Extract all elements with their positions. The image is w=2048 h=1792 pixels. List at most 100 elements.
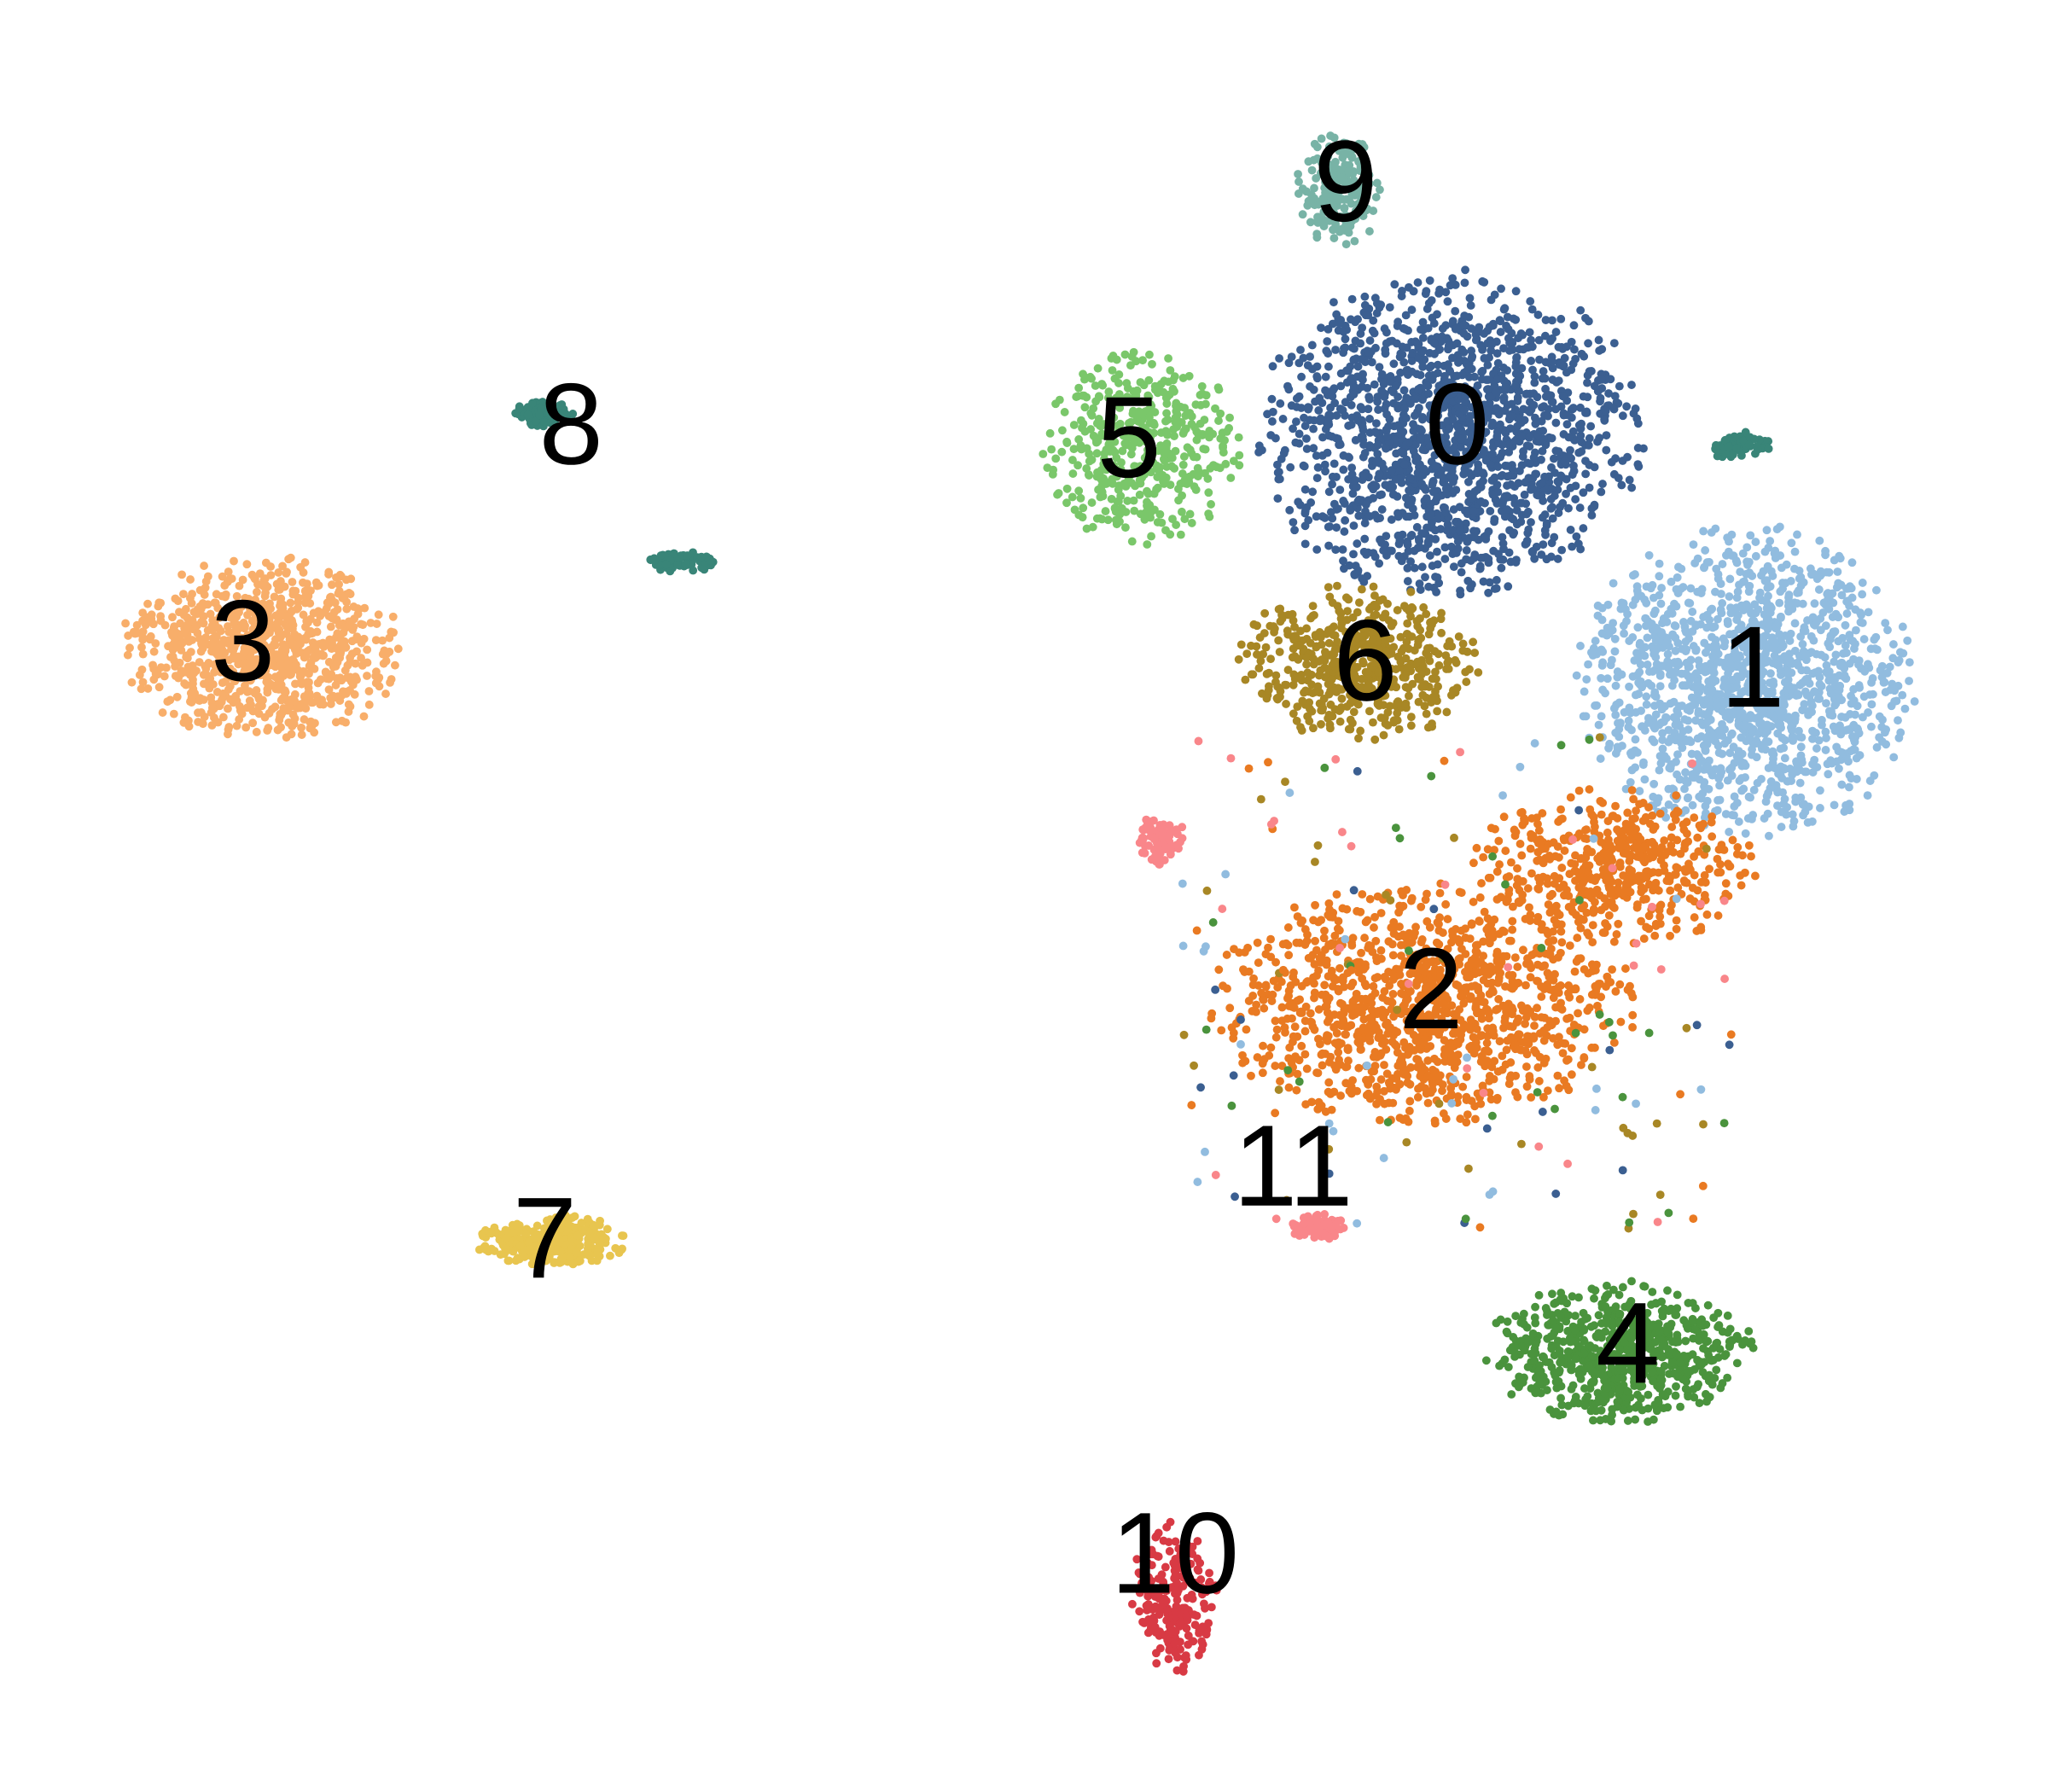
cell-point <box>1784 656 1794 666</box>
cell-point <box>1587 875 1597 884</box>
cell-point <box>1847 558 1857 567</box>
cell-point <box>1615 980 1625 989</box>
cell-point <box>1450 443 1459 452</box>
cell-point <box>1737 881 1746 890</box>
cell-point <box>1558 814 1567 823</box>
cell-point <box>1344 1056 1353 1065</box>
cell-point <box>1830 676 1839 684</box>
cell-point <box>1504 548 1514 557</box>
cell-point <box>1788 732 1797 741</box>
cell-point <box>1741 829 1750 838</box>
cell-point <box>1356 907 1365 916</box>
cell-point <box>1443 297 1452 306</box>
cell-point <box>1620 629 1629 638</box>
cell-point <box>1686 865 1695 875</box>
cell-point <box>1597 375 1606 384</box>
cell-point <box>1326 508 1335 517</box>
cell-point <box>1900 704 1910 713</box>
cell-point <box>1389 490 1399 499</box>
cell-point <box>1842 609 1852 618</box>
cell-point <box>1467 403 1476 412</box>
cell-point <box>1502 951 1511 961</box>
cell-point <box>1551 446 1561 456</box>
cell-point <box>1461 265 1470 275</box>
cell-point <box>1403 1078 1412 1087</box>
cell-point <box>1833 567 1842 576</box>
cell-point <box>1522 1062 1531 1071</box>
cell-point <box>1379 546 1388 555</box>
cell-point <box>1289 968 1298 977</box>
cell-point <box>1418 317 1428 327</box>
points-layer <box>121 131 1919 1676</box>
cell-point <box>1471 430 1480 439</box>
cell-point <box>1626 981 1634 991</box>
cell-point <box>1889 753 1899 762</box>
cell-point <box>1435 888 1445 898</box>
cell-point <box>1484 588 1493 597</box>
cell-point <box>1417 347 1427 357</box>
cell-point <box>1632 690 1640 700</box>
cell-point <box>1820 653 1830 662</box>
cell-point <box>1302 445 1312 453</box>
cell-point <box>1492 584 1501 593</box>
cell-point <box>1748 750 1756 759</box>
cell-point <box>1382 339 1391 348</box>
cell-point <box>1657 628 1667 637</box>
cell-point <box>1460 405 1469 415</box>
cell-point <box>1296 346 1305 354</box>
cell-point <box>1588 651 1597 660</box>
cell-point <box>1548 375 1557 384</box>
cell-point <box>1444 360 1453 369</box>
cell-point <box>1354 511 1364 521</box>
cell-point <box>1703 762 1712 771</box>
cell-point <box>1905 658 1914 667</box>
cell-point <box>1681 777 1690 786</box>
cell-point <box>1434 346 1444 354</box>
cell-point <box>1627 483 1637 492</box>
cell-point <box>1341 515 1350 525</box>
cell-point <box>1584 660 1592 669</box>
cell-point <box>1485 1072 1494 1080</box>
cell-point <box>1742 569 1751 579</box>
cell-point <box>1347 294 1357 304</box>
cell-point <box>1235 948 1244 957</box>
cell-point <box>1424 389 1433 399</box>
cell-point <box>1308 487 1318 497</box>
cell-point <box>1709 641 1719 650</box>
cell-point <box>1650 701 1659 710</box>
cell-point <box>1550 532 1559 542</box>
cell-point <box>1796 742 1806 752</box>
cell-point <box>1849 684 1859 694</box>
cell-point <box>1315 393 1324 403</box>
cell-point <box>1351 383 1360 393</box>
cell-point <box>1770 549 1779 558</box>
cell-point <box>1396 447 1405 457</box>
cell-point <box>1428 313 1437 323</box>
cell-point <box>1538 446 1547 456</box>
cell-point <box>1523 528 1533 538</box>
cell-point <box>1539 540 1548 550</box>
cell-point <box>1356 329 1365 338</box>
cell-point <box>1713 854 1722 864</box>
cell-point <box>1626 748 1636 757</box>
cell-point <box>1357 355 1366 364</box>
cell-point <box>1494 836 1504 846</box>
cell-point <box>1214 965 1224 975</box>
cell-point <box>1562 342 1571 352</box>
cell-point <box>1577 349 1586 358</box>
cell-point <box>1514 334 1523 343</box>
cell-point <box>1815 536 1824 545</box>
cell-point <box>1406 557 1416 566</box>
cell-point <box>1347 1021 1356 1030</box>
cell-point <box>1438 1086 1446 1096</box>
cell-point <box>1702 910 1712 919</box>
cell-point <box>1353 362 1363 371</box>
cell-point <box>1558 1049 1568 1058</box>
cell-point <box>1593 387 1603 396</box>
cell-point <box>1642 614 1650 623</box>
cell-point <box>1867 678 1876 687</box>
cell-point <box>1841 713 1850 722</box>
cell-point <box>1676 849 1685 858</box>
cell-point <box>1498 1065 1507 1074</box>
cell-point <box>1732 849 1742 858</box>
